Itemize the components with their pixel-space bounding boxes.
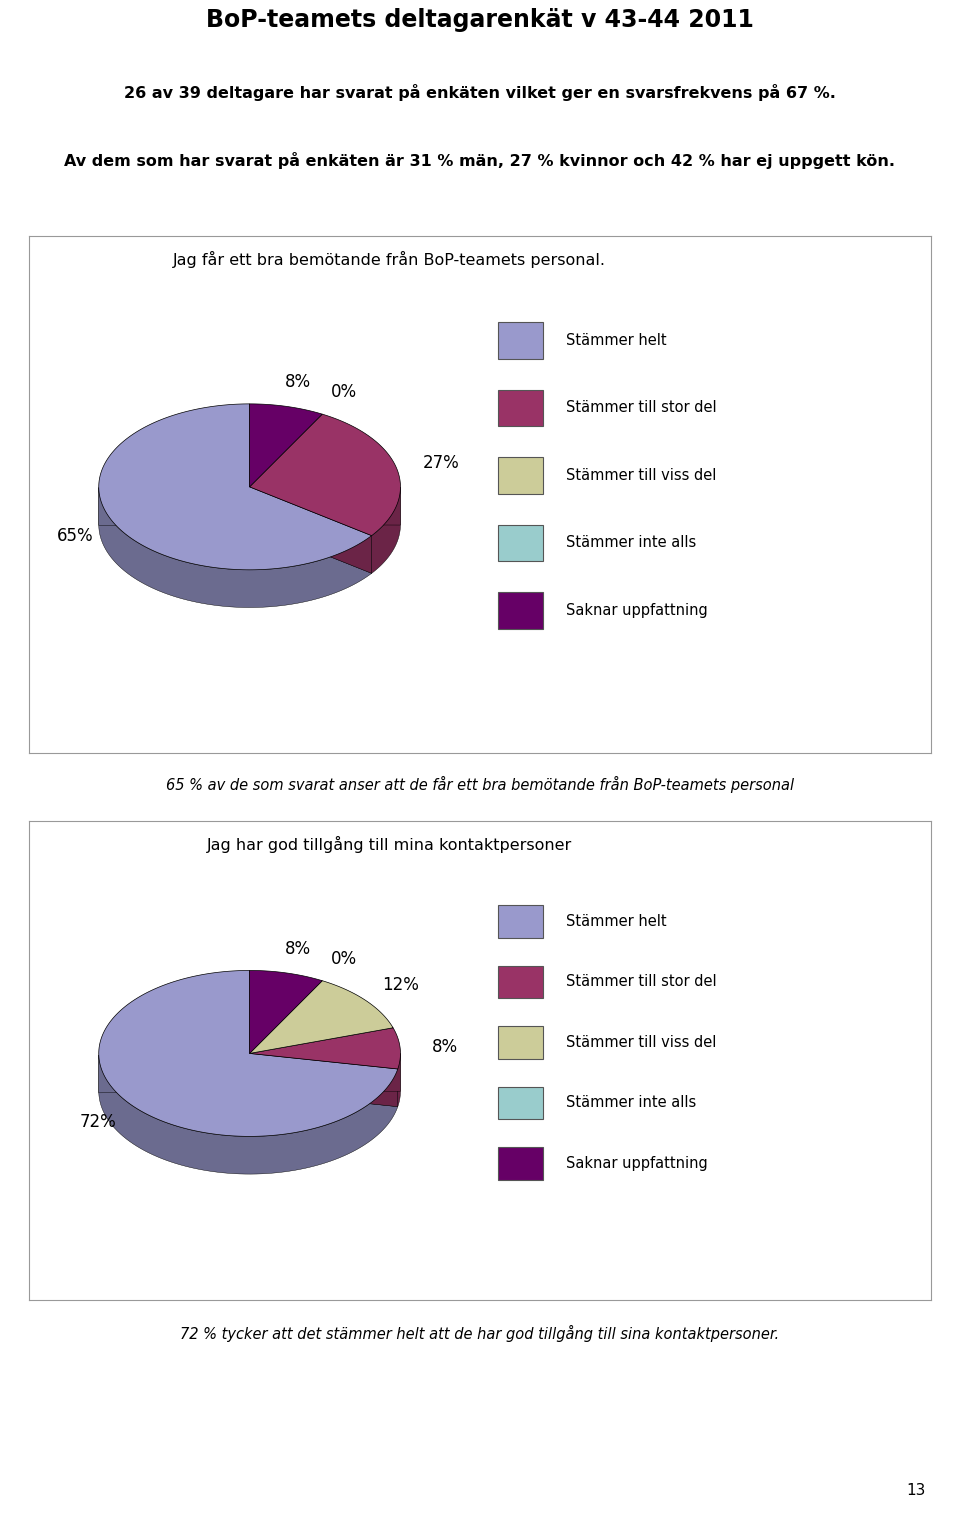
Polygon shape	[250, 487, 372, 573]
Polygon shape	[99, 970, 397, 1136]
Bar	[498, 322, 543, 359]
Text: 8%: 8%	[285, 373, 311, 391]
Polygon shape	[250, 1054, 397, 1107]
Bar	[498, 1086, 543, 1119]
Text: 8%: 8%	[285, 940, 311, 958]
Polygon shape	[250, 1054, 397, 1107]
Text: 0%: 0%	[331, 383, 357, 402]
Text: 72%: 72%	[80, 1113, 117, 1132]
Polygon shape	[99, 405, 372, 570]
Text: 0%: 0%	[331, 951, 357, 967]
Bar	[498, 592, 543, 628]
Polygon shape	[99, 488, 372, 607]
Bar	[498, 525, 543, 561]
Polygon shape	[250, 1054, 400, 1091]
Text: Jag får ett bra bemötande från BoP-teamets personal.: Jag får ett bra bemötande från BoP-teame…	[173, 251, 607, 268]
Text: Av dem som har svarat på enkäten är 31 % män, 27 % kvinnor och 42 % har ej uppge: Av dem som har svarat på enkäten är 31 %…	[64, 152, 896, 169]
Text: Saknar uppfattning: Saknar uppfattning	[565, 602, 708, 618]
Text: Stämmer till stor del: Stämmer till stor del	[565, 975, 716, 990]
Polygon shape	[397, 1054, 400, 1107]
Text: BoP-teamets deltagarenkät v 43-44 2011: BoP-teamets deltagarenkät v 43-44 2011	[206, 8, 754, 32]
Text: 13: 13	[906, 1483, 925, 1498]
Text: 8%: 8%	[432, 1037, 458, 1056]
Text: Stämmer till stor del: Stämmer till stor del	[565, 400, 716, 415]
Polygon shape	[250, 1028, 400, 1069]
Text: Stämmer inte alls: Stämmer inte alls	[565, 535, 696, 551]
Text: Saknar uppfattning: Saknar uppfattning	[565, 1156, 708, 1171]
Text: 12%: 12%	[382, 975, 420, 993]
Polygon shape	[372, 487, 400, 573]
Bar	[498, 1147, 543, 1180]
Text: Stämmer helt: Stämmer helt	[565, 914, 666, 929]
Polygon shape	[250, 487, 372, 573]
Polygon shape	[250, 487, 400, 525]
Text: 65 % av de som svarat anser att de får ett bra bemötande från BoP-teamets person: 65 % av de som svarat anser att de får e…	[166, 776, 794, 794]
Polygon shape	[250, 981, 393, 1054]
Text: Stämmer till viss del: Stämmer till viss del	[565, 468, 716, 484]
Text: Stämmer helt: Stämmer helt	[565, 333, 666, 348]
Text: Stämmer till viss del: Stämmer till viss del	[565, 1034, 716, 1049]
Text: 27%: 27%	[422, 455, 460, 473]
Polygon shape	[250, 970, 323, 1054]
Text: Jag har god tillgång till mina kontaktpersoner: Jag har god tillgång till mina kontaktpe…	[207, 835, 572, 853]
Text: 26 av 39 deltagare har svarat på enkäten vilket ger en svarsfrekvens på 67 %.: 26 av 39 deltagare har svarat på enkäten…	[124, 84, 836, 102]
Bar	[498, 458, 543, 494]
Text: Stämmer inte alls: Stämmer inte alls	[565, 1095, 696, 1110]
Polygon shape	[99, 1056, 397, 1174]
Polygon shape	[250, 414, 400, 535]
Bar	[498, 1027, 543, 1059]
Bar	[498, 966, 543, 998]
Bar	[498, 389, 543, 426]
Text: 72 % tycker att det stämmer helt att de har god tillgång till sina kontaktperson: 72 % tycker att det stämmer helt att de …	[180, 1325, 780, 1343]
Text: 65%: 65%	[57, 526, 93, 545]
Polygon shape	[99, 1054, 250, 1092]
Bar	[498, 905, 543, 938]
Polygon shape	[250, 405, 323, 487]
Polygon shape	[99, 487, 250, 525]
